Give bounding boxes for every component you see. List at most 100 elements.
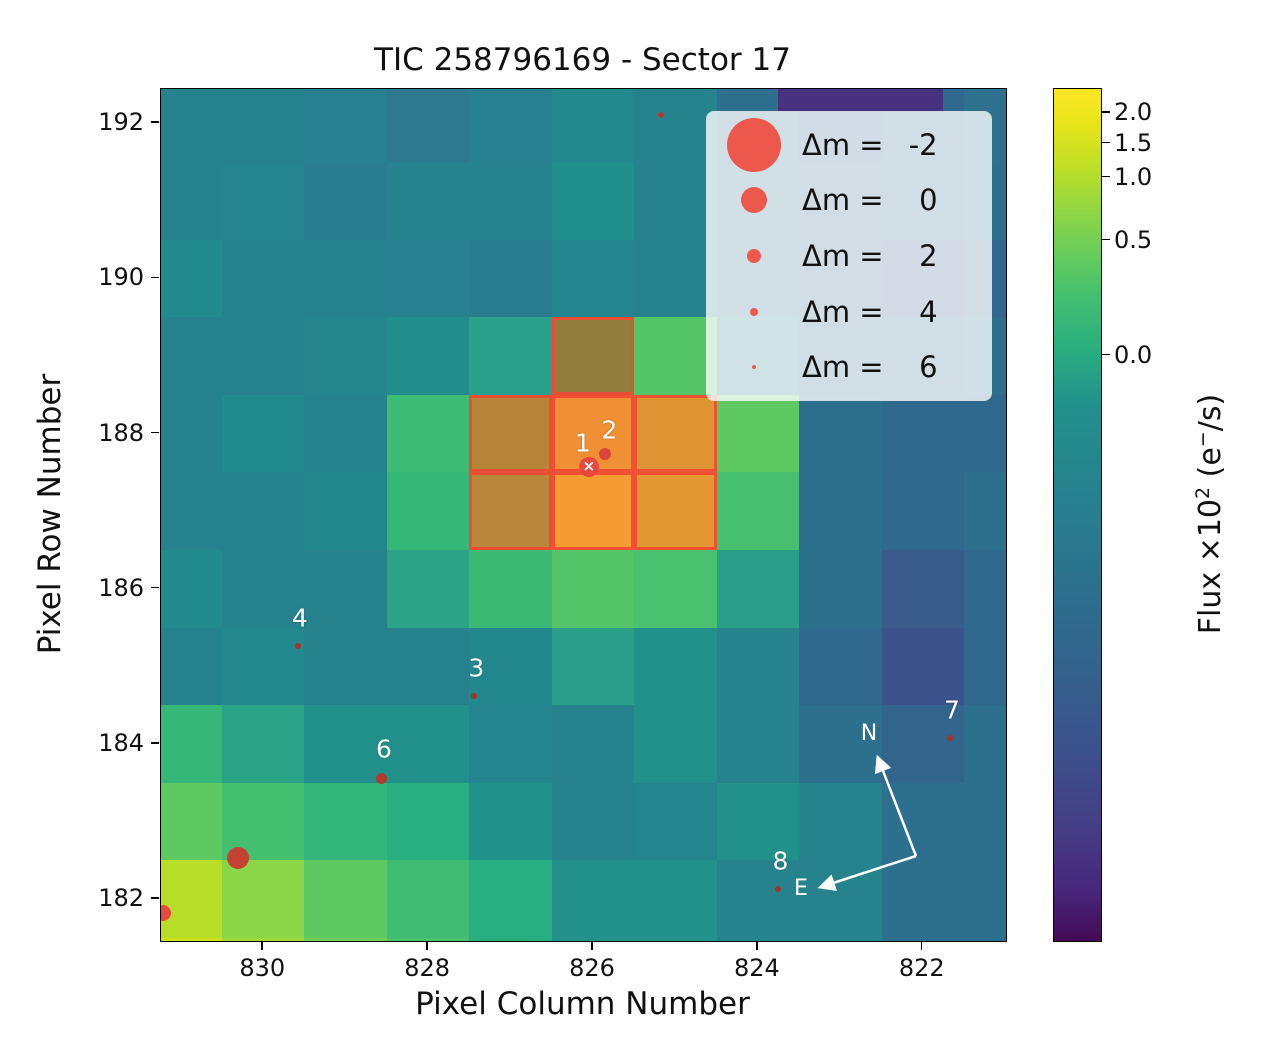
- legend-entry-value: 6: [919, 350, 938, 385]
- heatmap-cell: [469, 549, 553, 629]
- x-tick-mark: [756, 942, 758, 950]
- heatmap-cell: [551, 239, 636, 319]
- star-marker: [657, 112, 664, 119]
- heatmap-cell: [222, 239, 306, 319]
- patch-layer: [161, 89, 1006, 941]
- heatmap-cell: [799, 705, 883, 784]
- legend-marker-column: [706, 248, 802, 263]
- heatmap-cell: [799, 394, 883, 474]
- legend-entry-value: 4: [919, 294, 938, 329]
- colorbar-tick-mark: [1102, 111, 1110, 113]
- star-marker-3: [471, 692, 478, 699]
- legend-entry-text: Δm = -2: [802, 128, 938, 162]
- heatmap-cell: [551, 705, 636, 784]
- x-tick-mark: [261, 942, 263, 950]
- dark-flux-patch: [778, 89, 944, 112]
- heatmap-cell: [716, 472, 801, 551]
- y-tick-label: 184: [98, 728, 144, 757]
- legend-entry-text: Δm = 4: [802, 295, 938, 329]
- heatmap-cell: [551, 782, 636, 862]
- heatmap-cell: [304, 782, 388, 862]
- plot-area: × 1 2 3 4 6 7 8 N E Δm = -2 Δm = 0 Δm = 2 Δm = 4 Δm = 6: [160, 88, 1007, 942]
- heatmap-cell: [551, 317, 636, 396]
- star-marker-8: [775, 886, 782, 892]
- legend-entry-value: 0: [919, 183, 938, 218]
- colorbar-label-mid: (e: [1193, 447, 1228, 487]
- legend-entry: Δm = 0: [706, 174, 992, 227]
- heatmap-cell: [634, 549, 718, 629]
- legend-entry-value: 2: [919, 238, 938, 273]
- legend-entry-text: Δm = 0: [802, 183, 938, 217]
- heatmap-cell: [634, 937, 718, 941]
- legend-entry-label: Δm =: [802, 350, 884, 385]
- star-label-3: 3: [468, 653, 485, 683]
- heatmap-cell: [222, 937, 306, 941]
- x-axis-label: Pixel Column Number: [415, 986, 750, 1022]
- star-label-8: 8: [772, 846, 789, 876]
- heatmap-cell: [716, 549, 801, 629]
- heatmap-cell: [161, 860, 224, 939]
- x-tick-label: 828: [404, 954, 450, 982]
- chart-title: TIC 258796169 - Sector 17: [374, 42, 791, 78]
- heatmap-cell: [551, 472, 636, 551]
- heatmap-cell: [386, 549, 471, 629]
- heatmap-cell: [799, 627, 883, 707]
- colorbar-label-suffix: /s): [1193, 393, 1228, 432]
- heatmap-cell: [386, 937, 471, 941]
- heatmap-cell: [963, 782, 1006, 862]
- x-tick-label: 830: [239, 954, 286, 982]
- heatmap-cell: [469, 472, 553, 551]
- star-marker-7: [946, 734, 953, 741]
- heatmap-cell: [386, 89, 471, 163]
- heatmap-cell: [161, 317, 224, 396]
- x-tick-label: 822: [898, 954, 945, 982]
- heatmap-cell: [304, 627, 388, 707]
- colorbar: [1053, 88, 1102, 942]
- heatmap-cell: [881, 627, 965, 707]
- legend-entry-label: Δm =: [802, 127, 884, 162]
- target-star-marker: ×: [578, 456, 599, 477]
- star-marker-6: [376, 773, 388, 785]
- heatmap-cell: [551, 627, 636, 707]
- aperture-cell: [469, 394, 552, 473]
- star-marker-2: [599, 448, 612, 461]
- heatmap-cell: [963, 394, 1006, 474]
- star-marker: [161, 905, 171, 922]
- heatmap-cell: [304, 394, 388, 474]
- colorbar-label-exponent: 2: [1192, 486, 1214, 499]
- x-tick-mark: [920, 942, 923, 950]
- heatmap-cell: [386, 472, 471, 551]
- star-marker-4: [294, 643, 301, 650]
- aperture-mask: [161, 89, 1006, 941]
- heatmap-cell: [634, 860, 718, 939]
- colorbar-label-electron-sup: −: [1192, 431, 1214, 448]
- heatmap-cell: [881, 937, 965, 941]
- heatmap-cell: [881, 472, 965, 551]
- colorbar-tick-mark: [1102, 141, 1110, 144]
- y-axis-label: Pixel Row Number: [32, 373, 68, 655]
- legend-star-icon: [727, 117, 781, 172]
- heatmap-cell: [469, 317, 553, 396]
- heatmap-cell: [469, 627, 553, 707]
- heatmap-cell: [551, 89, 636, 163]
- colorbar-tick-label: 0.0: [1114, 340, 1153, 369]
- colorbar-tick-label: 1.0: [1114, 162, 1153, 191]
- heatmap-cell: [716, 394, 801, 474]
- x-tick-label: 824: [733, 954, 780, 982]
- heatmap-cell: [304, 937, 388, 941]
- heatmap-cell: [222, 549, 306, 629]
- legend-star-icon: [752, 365, 756, 370]
- heatmap-cell: [469, 860, 553, 939]
- legend-entry-label: Δm =: [802, 183, 884, 218]
- heatmap-cell: [386, 705, 471, 784]
- heatmap-cell: [304, 860, 388, 939]
- heatmap-cell: [161, 549, 224, 629]
- heatmap-cell: [386, 394, 471, 474]
- heatmap-cell: [963, 705, 1006, 784]
- heatmap-cell: [386, 627, 471, 707]
- heatmap-cell: [551, 937, 636, 941]
- heatmap-cell: [716, 782, 801, 862]
- heatmap-cell: [161, 627, 224, 707]
- star-label-2: 2: [601, 415, 618, 445]
